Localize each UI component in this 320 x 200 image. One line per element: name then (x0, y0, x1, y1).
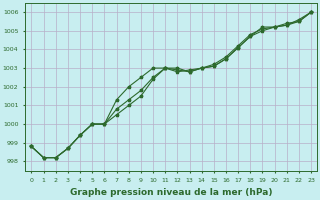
X-axis label: Graphe pression niveau de la mer (hPa): Graphe pression niveau de la mer (hPa) (70, 188, 273, 197)
